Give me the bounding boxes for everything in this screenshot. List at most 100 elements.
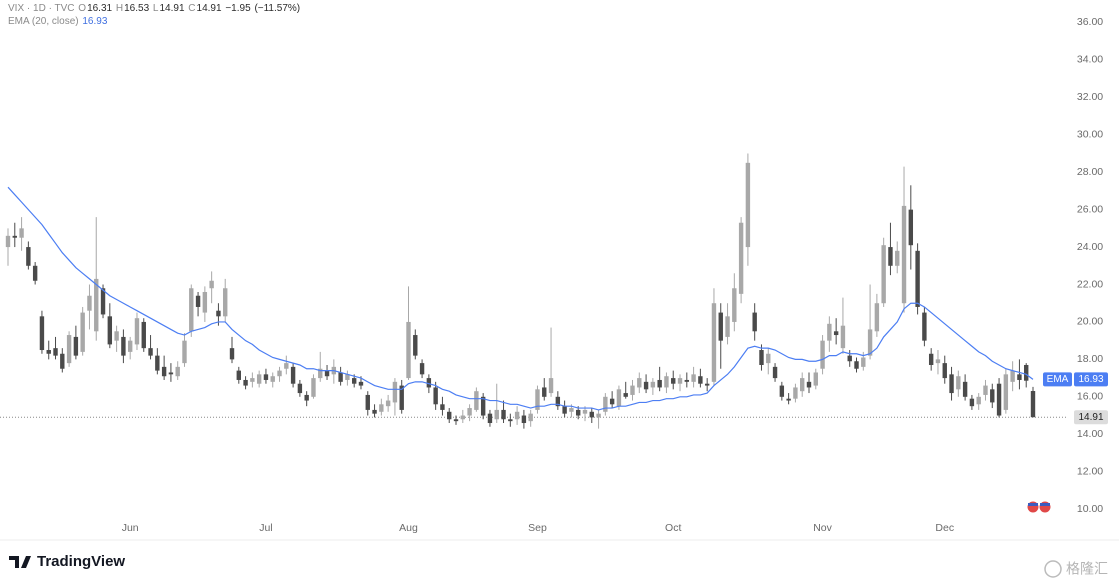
- candle-body: [691, 374, 696, 382]
- candle-body: [833, 331, 839, 336]
- candle-body: [358, 381, 364, 386]
- y-tick-label: 12.00: [1077, 465, 1103, 477]
- symbol: VIX · 1D · TVC: [8, 3, 75, 14]
- y-tick-label: 30.00: [1077, 129, 1103, 141]
- candle-body: [73, 336, 79, 356]
- candle-body: [596, 413, 601, 418]
- candle-body: [494, 409, 499, 420]
- watermark-icon: [1044, 560, 1062, 578]
- candle-body: [698, 376, 703, 384]
- candle-body: [671, 378, 676, 384]
- candle-body: [39, 316, 45, 351]
- candle-body: [969, 398, 975, 407]
- candle-body: [114, 331, 119, 341]
- candle-body: [800, 378, 805, 392]
- candle-body: [406, 321, 411, 379]
- candle-body: [243, 379, 248, 386]
- candle-body: [575, 409, 581, 416]
- last-price-label: 14.91: [1078, 412, 1103, 423]
- y-tick-label: 32.00: [1077, 91, 1103, 103]
- candle-body: [514, 411, 520, 420]
- candle-body: [772, 366, 778, 379]
- ohlc-letter: H: [115, 3, 124, 14]
- brand-icon: [9, 556, 31, 568]
- candle-body: [161, 366, 167, 377]
- ohlc-letter: C: [188, 3, 196, 14]
- candle-body: [127, 340, 133, 352]
- candle-body: [535, 389, 540, 410]
- candle-body: [711, 303, 717, 382]
- candle-body: [732, 288, 737, 322]
- candle-body: [657, 379, 662, 388]
- change-value: −1.95: [225, 3, 251, 14]
- candle-body: [677, 378, 683, 384]
- low-value: 14.91: [159, 3, 185, 14]
- candle-body: [976, 396, 981, 405]
- x-tick-label: Aug: [399, 522, 418, 534]
- candle-body: [440, 404, 445, 410]
- watermark-text: 格隆汇: [1066, 561, 1108, 577]
- candle-body: [229, 348, 235, 360]
- candle-body: [935, 359, 941, 364]
- candle-body: [1003, 374, 1009, 410]
- candle-body: [759, 350, 764, 365]
- candle-body: [630, 385, 635, 395]
- candle-body: [413, 335, 418, 356]
- y-tick-label: 28.00: [1077, 166, 1103, 178]
- y-tick-label: 10.00: [1077, 503, 1103, 515]
- candle-body: [915, 250, 920, 307]
- candle-body: [996, 383, 1002, 416]
- candle-body: [813, 372, 818, 386]
- candles: [5, 153, 1036, 429]
- candle-body: [324, 370, 330, 377]
- y-tick-label: 16.00: [1077, 391, 1103, 403]
- candle-body: [53, 348, 58, 356]
- candle-body: [589, 411, 594, 418]
- candle-body: [854, 361, 859, 369]
- candle-body: [290, 366, 296, 384]
- candle-body: [983, 385, 988, 395]
- candle-body: [399, 385, 404, 410]
- y-tick-label: 26.00: [1077, 203, 1103, 215]
- candle-body: [637, 378, 642, 388]
- candle-body: [922, 312, 927, 341]
- candle-body: [616, 389, 622, 407]
- candle-body: [528, 413, 533, 422]
- candle-body: [447, 411, 452, 420]
- candle-body: [189, 288, 194, 332]
- candle-body: [175, 366, 180, 377]
- candle-body: [1017, 374, 1022, 380]
- candle-body: [990, 389, 995, 403]
- open-value: 16.31: [87, 3, 113, 14]
- candle-body: [26, 247, 31, 266]
- ema-value: 16.93: [82, 16, 108, 27]
- candle-body: [881, 245, 886, 304]
- ema-price-box: [1074, 372, 1108, 387]
- flag-icon: [1038, 500, 1052, 514]
- ema-tag-box: [1043, 372, 1072, 387]
- x-tick-label: Jun: [122, 522, 139, 534]
- candle-body: [521, 415, 527, 424]
- candle-body: [318, 368, 323, 379]
- candle-body: [433, 387, 438, 405]
- candle-body: [351, 378, 357, 384]
- candle-body: [650, 381, 656, 388]
- candle-body: [562, 406, 567, 414]
- candle-body: [46, 350, 51, 354]
- candle-body: [236, 370, 241, 380]
- candle-body: [284, 363, 289, 369]
- ema-tag-label: EMA: [1047, 374, 1069, 385]
- y-tick-label: 18.00: [1077, 353, 1103, 365]
- flag-icon: [1026, 500, 1040, 514]
- candle-body: [786, 398, 791, 401]
- candle-body: [480, 396, 486, 416]
- candle-body: [263, 374, 269, 380]
- candle-body: [195, 295, 201, 307]
- candle-body: [718, 312, 723, 341]
- candle-body: [548, 378, 554, 394]
- x-tick-label: Oct: [665, 522, 681, 534]
- candle-body: [603, 396, 608, 412]
- candle-body: [793, 387, 798, 399]
- candle-body: [609, 398, 615, 405]
